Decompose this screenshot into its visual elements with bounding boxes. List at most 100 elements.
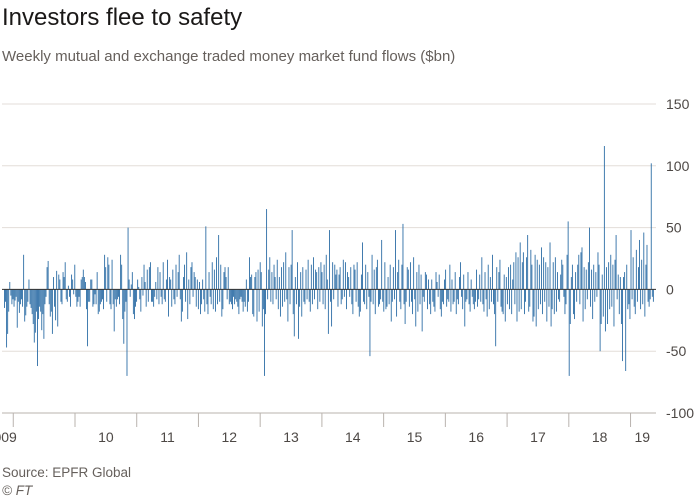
flow-bar — [553, 289, 555, 315]
flow-bar — [180, 289, 182, 322]
flow-bar — [66, 289, 68, 302]
flow-bar — [155, 281, 157, 290]
chart-svg: 2009 10 11 12 13 14 15 16 17 18 19 150 100 50 0 -50 -10… — [0, 96, 694, 445]
flow-bar — [272, 289, 274, 305]
flow-bar — [451, 279, 453, 290]
flow-bar — [91, 279, 93, 290]
flow-bar — [12, 289, 14, 300]
flow-bar — [41, 289, 43, 331]
flow-bar — [50, 289, 52, 312]
flow-bar — [534, 254, 536, 290]
flow-bar — [124, 289, 126, 312]
flow-bar — [425, 274, 427, 290]
gridlines — [2, 103, 656, 352]
x-tick-label: 10 — [98, 429, 114, 445]
flow-bar — [487, 264, 489, 290]
flow-bar — [554, 257, 556, 290]
flow-bar — [308, 289, 310, 302]
flow-bar — [130, 284, 132, 290]
flow-bar — [397, 272, 399, 290]
flow-bar — [525, 289, 526, 302]
flow-bar — [6, 289, 8, 348]
flow-bar — [398, 259, 400, 290]
flow-bar — [9, 281, 11, 290]
flow-bar — [347, 272, 349, 290]
flow-bar — [342, 259, 344, 290]
flow-bar — [495, 289, 497, 347]
flow-bar — [600, 289, 602, 325]
flow-bar — [617, 274, 619, 290]
flow-bar — [343, 289, 345, 297]
flow-bar — [448, 289, 450, 302]
flow-bar — [98, 289, 100, 312]
flow-bar — [58, 274, 60, 290]
flow-bar — [527, 235, 529, 290]
flow-bar — [596, 289, 598, 297]
flow-bar — [274, 277, 276, 290]
flow-bar — [488, 289, 490, 310]
flow-bar — [76, 289, 78, 307]
flow-bar — [93, 289, 95, 305]
flow-bar — [291, 230, 293, 290]
flow-bar — [467, 272, 469, 290]
flow-bar — [252, 289, 254, 315]
flow-bar — [421, 289, 423, 332]
flow-bar — [434, 289, 436, 312]
flow-bar — [632, 257, 634, 290]
flow-bar — [492, 254, 493, 290]
flow-bar — [42, 289, 44, 315]
flow-bar — [506, 289, 508, 305]
flow-bar — [13, 289, 15, 307]
flow-bar — [225, 277, 227, 290]
flow-bar — [436, 281, 438, 290]
flow-bar — [498, 272, 500, 290]
flow-bar — [178, 254, 180, 290]
flow-bar — [387, 277, 389, 290]
flow-bar — [190, 267, 192, 290]
flow-bar — [460, 262, 461, 290]
flow-bar — [623, 277, 624, 290]
flow-bar — [362, 242, 363, 290]
flow-bar — [464, 289, 466, 327]
flow-bar — [94, 289, 96, 295]
flow-bar — [401, 264, 403, 290]
flow-bar — [87, 289, 89, 347]
flow-bar — [171, 289, 173, 307]
flow-bar — [176, 289, 178, 297]
flow-bar — [162, 262, 164, 290]
flow-bar — [355, 289, 357, 302]
flow-bar — [135, 289, 136, 307]
flow-bar — [84, 281, 86, 290]
flow-bar — [381, 239, 383, 290]
flow-bar — [471, 289, 473, 297]
flow-bar — [594, 289, 596, 302]
flow-bar — [90, 279, 92, 290]
flow-bar — [298, 289, 299, 339]
flow-bar — [647, 289, 649, 302]
flow-bar — [416, 272, 418, 290]
flow-bar — [239, 289, 241, 300]
flow-bar — [593, 264, 595, 290]
flow-bar — [64, 262, 66, 290]
flow-bar — [563, 289, 565, 297]
flow-bar — [400, 289, 402, 310]
flow-bar — [265, 289, 266, 315]
flow-bar — [81, 277, 83, 290]
flow-bar — [89, 289, 91, 302]
flow-bar — [508, 267, 509, 290]
flow-bar — [11, 289, 13, 305]
flow-bar — [545, 262, 547, 290]
flow-bar — [153, 289, 155, 307]
flow-bar — [17, 289, 19, 302]
flow-bar — [646, 244, 648, 290]
flow-bar — [326, 279, 328, 290]
flow-bar — [295, 289, 297, 305]
flow-bar — [136, 289, 138, 302]
flow-bar — [366, 289, 368, 310]
flow-bar — [188, 279, 190, 290]
flow-bar — [275, 289, 277, 300]
flow-bar — [531, 264, 533, 290]
flow-bar — [396, 289, 398, 317]
flow-bar — [629, 289, 631, 320]
flow-bar — [597, 252, 599, 290]
